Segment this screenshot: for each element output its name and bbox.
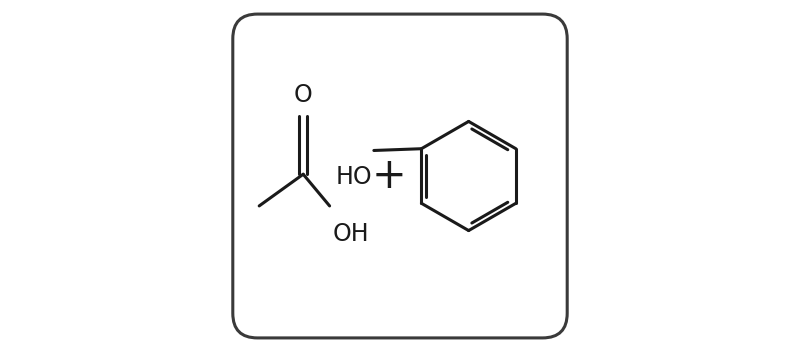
Text: HO: HO — [335, 165, 372, 189]
Text: +: + — [372, 155, 407, 197]
Text: O: O — [294, 83, 313, 107]
Text: OH: OH — [333, 222, 370, 246]
FancyBboxPatch shape — [233, 14, 567, 338]
